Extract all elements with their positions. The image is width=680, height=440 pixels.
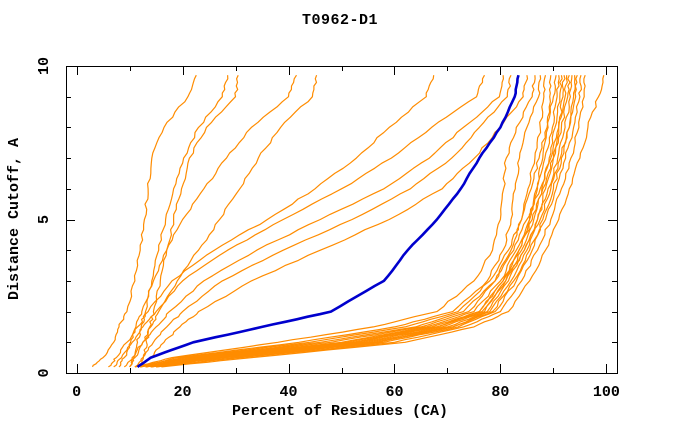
x-tick-label: 100: [593, 384, 620, 401]
x-tick-label: 40: [280, 384, 298, 401]
model-07-curve: [113, 74, 486, 368]
model-02-curve: [129, 75, 229, 368]
model-05-curve: [129, 74, 318, 368]
x-tick-label: 80: [491, 384, 509, 401]
model-09-curve: [134, 74, 512, 368]
model-15-curve: [134, 75, 557, 368]
model-10-curve: [139, 75, 529, 368]
model-25-curve: [156, 74, 586, 368]
model-26-curve: [161, 75, 605, 368]
model-06-curve: [108, 75, 435, 368]
model-04-curve: [118, 74, 298, 368]
model-16-curve: [140, 75, 560, 368]
model-23-curve: [145, 74, 578, 368]
model-19-curve: [140, 75, 568, 368]
x-tick-label: 0: [72, 384, 81, 401]
model-12-curve: [140, 75, 542, 368]
model-11-curve: [134, 75, 536, 368]
y-tick-label: 5: [36, 215, 53, 224]
model-03-curve: [139, 74, 239, 368]
y-axis-label: Distance Cutoff, A: [6, 137, 23, 301]
model-24-curve: [150, 75, 583, 368]
model-20-curve: [145, 74, 571, 368]
y-tick-label: 10: [36, 57, 53, 75]
model-13-curve: [140, 75, 547, 368]
highlight-model-curve: [136, 74, 520, 368]
chart-title: T0962-D1: [301, 12, 378, 29]
model-01-curve: [91, 74, 197, 368]
model-08-curve: [123, 75, 504, 368]
x-tick-label: 20: [174, 384, 192, 401]
x-tick-label: 60: [385, 384, 403, 401]
y-tick-label: 0: [36, 368, 53, 377]
x-axis-label: Percent of Residues (CA): [231, 403, 449, 420]
model-18-curve: [150, 75, 566, 368]
